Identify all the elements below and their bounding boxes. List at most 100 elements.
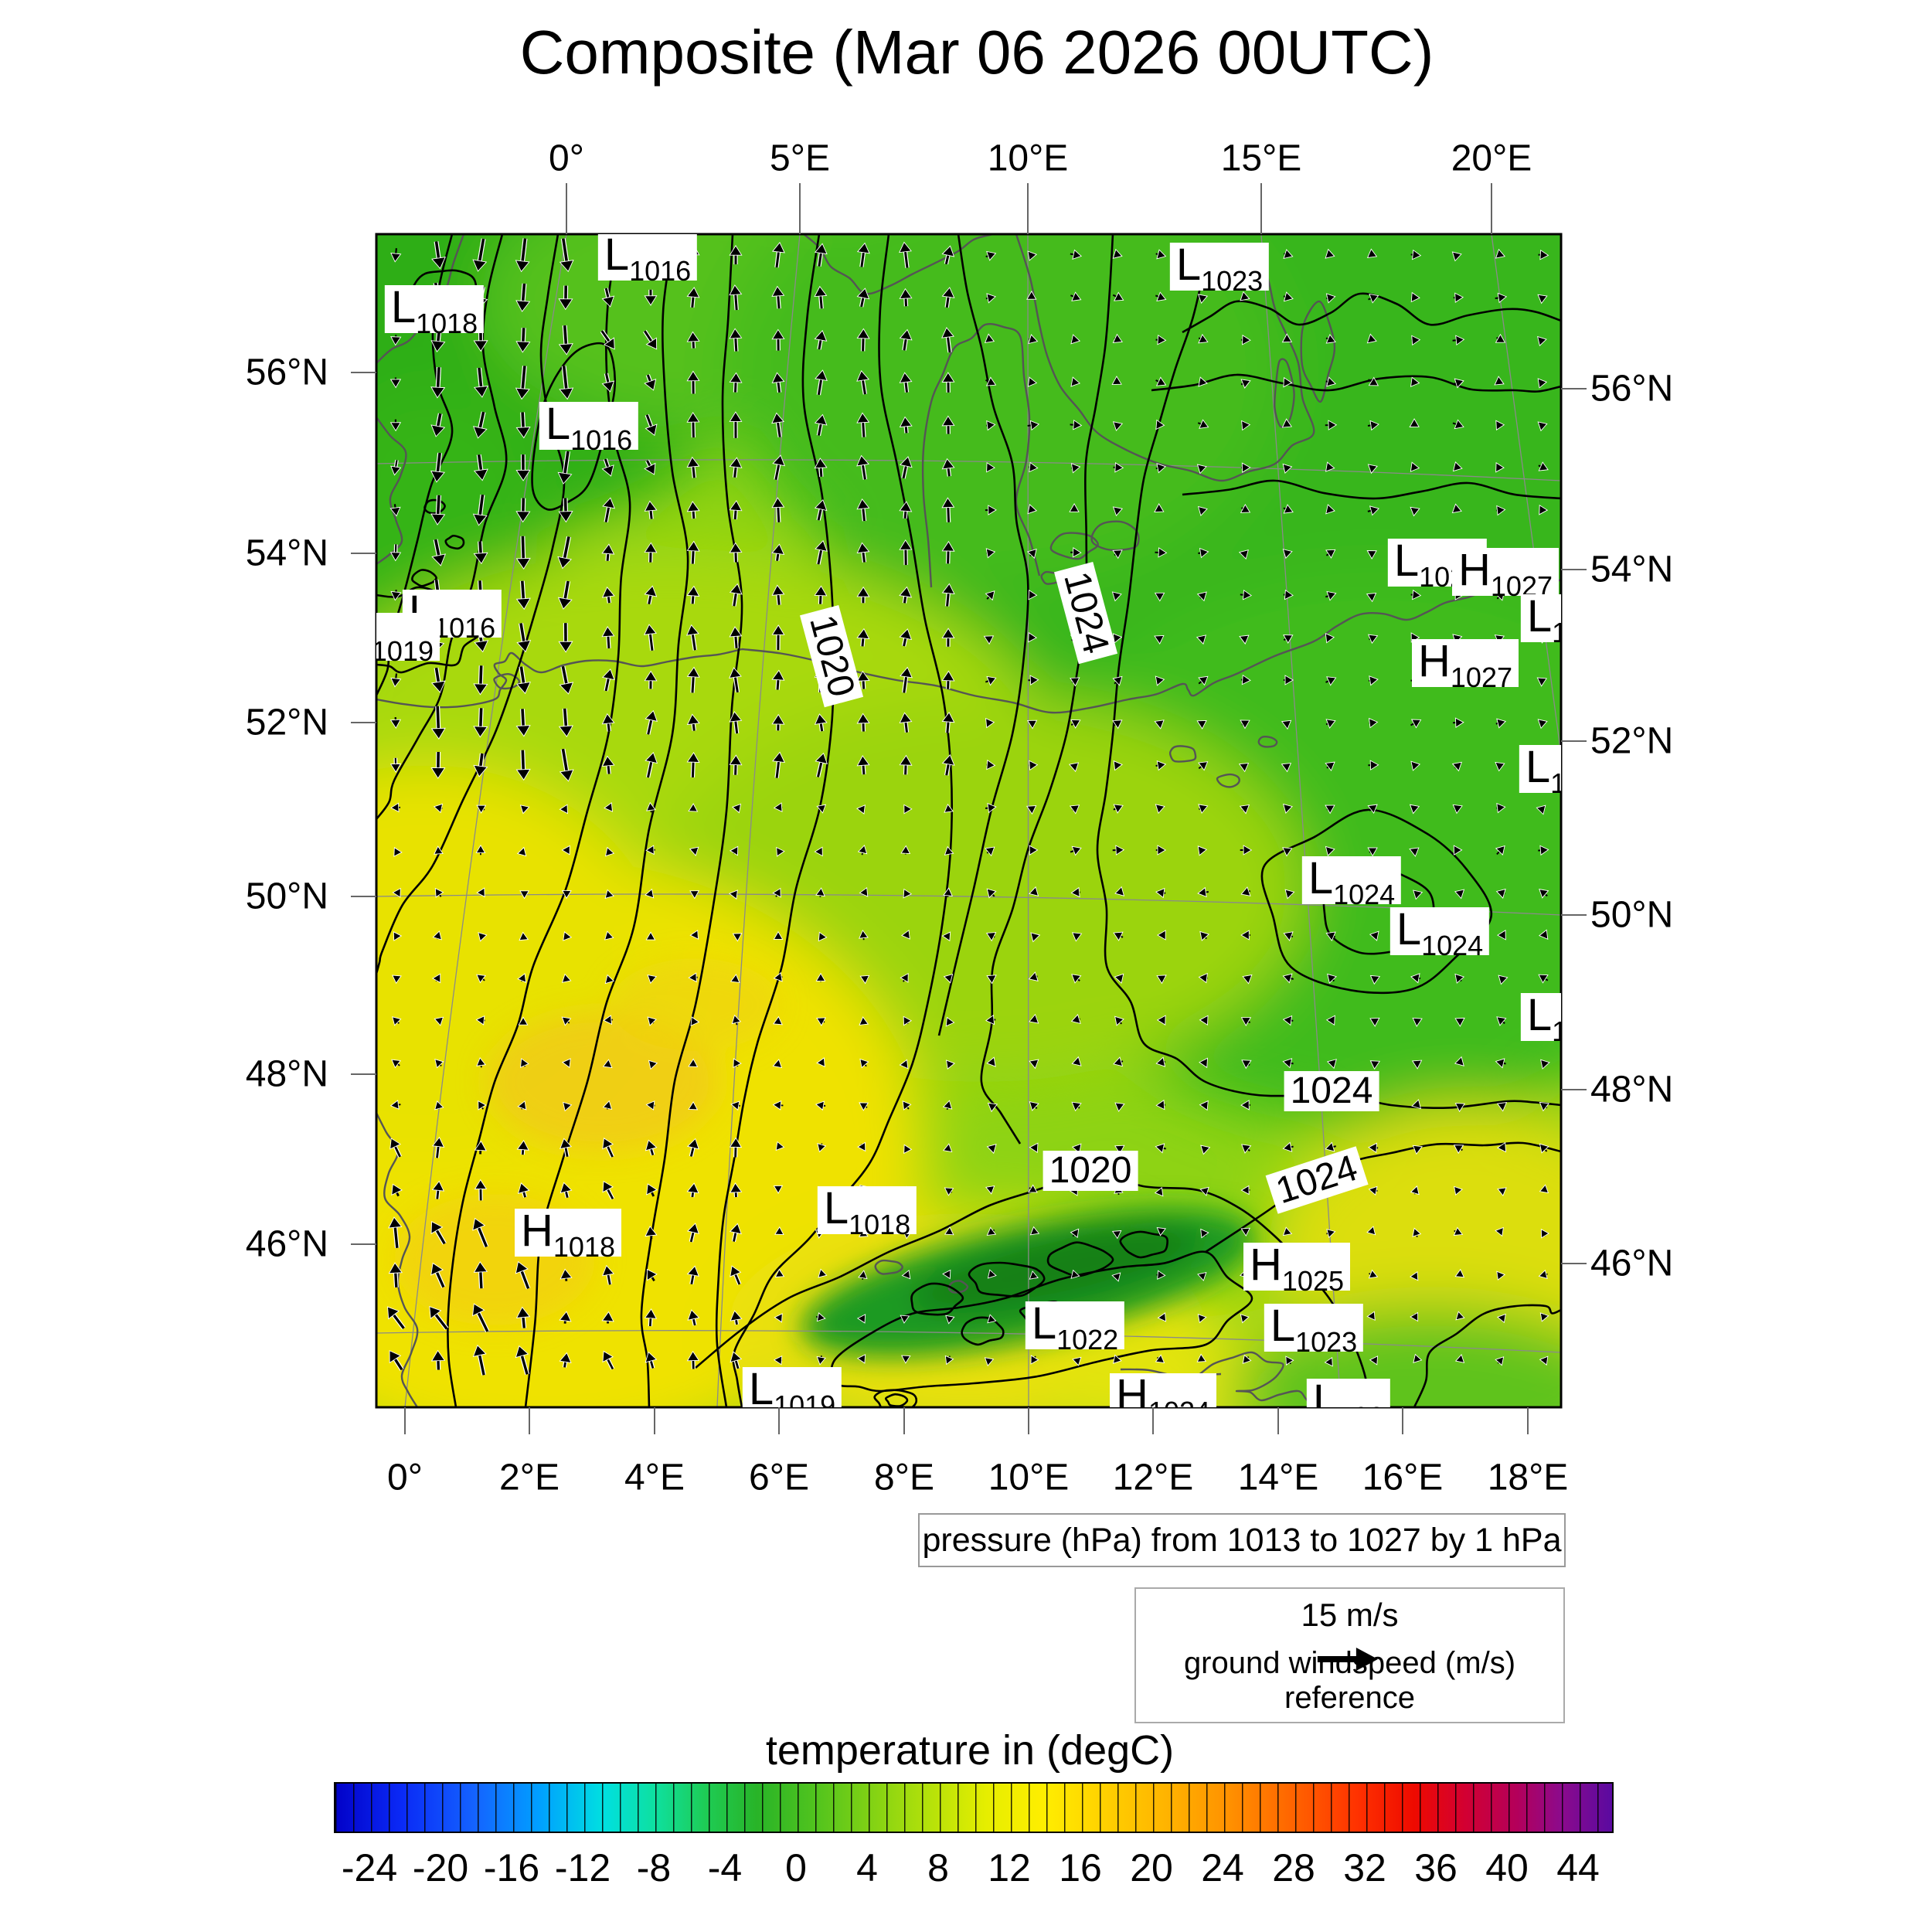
wind-arrow-icon bbox=[390, 802, 401, 813]
wind-arrow-icon bbox=[515, 580, 531, 611]
wind-arrow-icon bbox=[1282, 803, 1293, 814]
pressure-value: 1027 bbox=[1450, 662, 1512, 693]
wind-arrow-icon bbox=[473, 708, 488, 738]
wind-arrow-icon bbox=[390, 335, 402, 346]
wind-arrow-icon bbox=[899, 241, 912, 268]
wind-arrow-icon bbox=[1026, 805, 1037, 815]
wind-arrow-icon bbox=[1199, 1100, 1209, 1111]
wind-arrow-icon bbox=[645, 1139, 658, 1156]
wind-arrow-icon bbox=[1114, 886, 1125, 896]
wind-arrow-icon bbox=[856, 542, 870, 563]
wind-arrow-icon bbox=[1281, 418, 1293, 428]
wind-arrow-icon bbox=[771, 624, 785, 651]
wind-arrow-icon bbox=[1496, 505, 1506, 516]
wind-arrow-icon bbox=[1240, 1100, 1251, 1111]
wind-arrow-icon bbox=[944, 845, 954, 855]
isobar-value-label: 1024 bbox=[1284, 1071, 1379, 1111]
wind-arrow-icon bbox=[601, 372, 615, 393]
wind-arrow-icon bbox=[1451, 503, 1462, 514]
colorbar-tick-label: -24 bbox=[341, 1846, 398, 1889]
wind-arrow-icon bbox=[1409, 1270, 1419, 1281]
wind-arrow-icon bbox=[985, 376, 997, 386]
wind-arrow-icon bbox=[1240, 589, 1253, 600]
y-axis-right-label: 48°N bbox=[1590, 1069, 1674, 1111]
wind-arrow-icon bbox=[602, 1059, 613, 1069]
wind-arrow-icon bbox=[945, 1315, 955, 1325]
wind-arrow-icon bbox=[901, 929, 910, 940]
low-pressure-label: L10 bbox=[1520, 594, 1561, 647]
wind-arrow-icon bbox=[1536, 804, 1546, 815]
wind-arrow-icon bbox=[388, 1262, 403, 1288]
wind-arrow-icon bbox=[1539, 889, 1549, 899]
wind-arrow-icon bbox=[1198, 547, 1209, 559]
wind-arrow-icon bbox=[1454, 973, 1465, 984]
wind-arrow-icon bbox=[1028, 1184, 1038, 1193]
wind-arrow-icon bbox=[1325, 549, 1336, 559]
wind-arrow-icon bbox=[1452, 335, 1465, 346]
wind-arrow-icon bbox=[1410, 249, 1422, 260]
wind-arrow-icon bbox=[560, 1138, 573, 1158]
pressure-letter: L bbox=[1308, 853, 1334, 903]
wind-arrow-icon bbox=[859, 1102, 869, 1111]
low-pressure-label: L1023 bbox=[1169, 243, 1270, 295]
pressure-value: 10 bbox=[1552, 1015, 1561, 1047]
wind-arrow-icon bbox=[1114, 1102, 1125, 1112]
wind-arrow-icon bbox=[1494, 376, 1505, 386]
wind-arrow-icon bbox=[1155, 845, 1167, 855]
wind-arrow-icon bbox=[1199, 1057, 1209, 1069]
colorbar-tick-label: 36 bbox=[1414, 1846, 1458, 1889]
pressure-letter: H bbox=[1458, 545, 1491, 595]
map-frame bbox=[375, 233, 1563, 1409]
wind-arrow-icon bbox=[1366, 550, 1377, 560]
wind-arrow-icon bbox=[856, 412, 870, 437]
wind-arrow-icon bbox=[1240, 379, 1251, 389]
wind-arrow-icon bbox=[816, 1312, 826, 1322]
wind-arrow-icon bbox=[1537, 719, 1548, 730]
wind-arrow-icon bbox=[472, 1217, 489, 1248]
wind-arrow-icon bbox=[1070, 249, 1083, 260]
wind-arrow-icon bbox=[474, 1140, 487, 1155]
wind-arrow-icon bbox=[1409, 847, 1420, 857]
wind-arrow-icon bbox=[515, 1345, 529, 1376]
colorbar-tick-label: 0 bbox=[785, 1846, 807, 1889]
wind-arrow-icon bbox=[1540, 1228, 1549, 1239]
colorbar-segments bbox=[335, 1784, 1612, 1832]
x-axis-bottom-label: 16°E bbox=[1362, 1457, 1444, 1498]
wind-arrow-icon bbox=[1197, 505, 1208, 516]
wind-arrow-icon bbox=[1540, 1059, 1550, 1070]
wind-arrow-icon bbox=[1028, 971, 1039, 982]
wind-arrow-icon bbox=[1325, 1141, 1336, 1152]
wind-arrow-icon bbox=[1199, 1015, 1209, 1026]
wind-arrow-icon bbox=[1536, 677, 1547, 687]
wind-reference-arrow-icon bbox=[1317, 1648, 1378, 1671]
wind-arrow-icon bbox=[814, 499, 828, 521]
wind-arrow-icon bbox=[1454, 1056, 1464, 1066]
wind-arrow-icon bbox=[856, 628, 870, 647]
wind-arrow-icon bbox=[430, 413, 446, 437]
wind-arrow-icon bbox=[1155, 334, 1167, 345]
wind-arrow-icon bbox=[1283, 249, 1294, 260]
wind-arrow-icon bbox=[1368, 1142, 1379, 1154]
wind-arrow-icon bbox=[729, 245, 743, 265]
wind-arrow-icon bbox=[689, 890, 700, 900]
wind-arrow-icon bbox=[815, 972, 826, 982]
wind-arrow-icon bbox=[644, 542, 658, 563]
wind-arrow-icon bbox=[688, 1058, 699, 1067]
wind-arrow-icon bbox=[1281, 763, 1292, 773]
wind-arrow-icon bbox=[1198, 675, 1209, 686]
wind-arrow-icon bbox=[604, 930, 614, 940]
wind-arrow-icon bbox=[560, 1182, 573, 1199]
wind-arrow-icon bbox=[1538, 249, 1549, 260]
wind-arrow-icon bbox=[817, 1142, 827, 1153]
wind-reference-box: 15 m/s ground windspeed (m/s) reference bbox=[1134, 1587, 1565, 1723]
wind-arrow-icon bbox=[1029, 760, 1039, 771]
wind-arrow-icon bbox=[1368, 1185, 1378, 1196]
wind-arrow-icon bbox=[943, 973, 954, 984]
wind-arrow-icon bbox=[985, 250, 997, 261]
wind-arrow-icon bbox=[1196, 634, 1206, 645]
wind-arrow-icon bbox=[1029, 1059, 1039, 1070]
wind-arrow-icon bbox=[1197, 886, 1209, 898]
wind-arrow-icon bbox=[432, 973, 441, 984]
pressure-value: 1024 bbox=[1148, 1396, 1210, 1408]
wind-arrow-icon bbox=[1114, 1015, 1124, 1026]
